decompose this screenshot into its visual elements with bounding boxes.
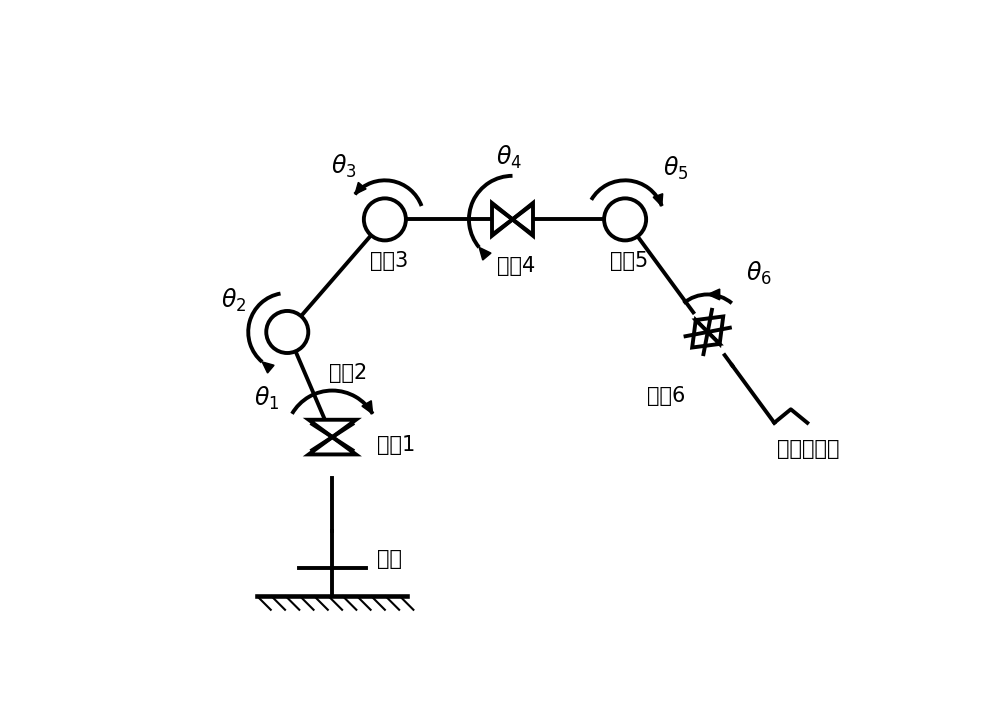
Text: 关表2: 关表2: [329, 363, 367, 383]
Text: $\theta_6$: $\theta_6$: [746, 260, 772, 287]
Polygon shape: [696, 317, 723, 344]
Polygon shape: [708, 289, 720, 300]
Text: 关表1: 关表1: [377, 435, 416, 455]
Circle shape: [604, 199, 646, 240]
Polygon shape: [492, 203, 512, 236]
Text: $\theta_1$: $\theta_1$: [254, 385, 279, 411]
Polygon shape: [355, 183, 366, 194]
Circle shape: [364, 199, 406, 240]
Polygon shape: [479, 247, 491, 260]
Polygon shape: [309, 437, 356, 454]
Polygon shape: [512, 203, 533, 236]
Text: 关表6: 关表6: [647, 386, 686, 406]
Text: $\theta_2$: $\theta_2$: [221, 287, 246, 314]
Polygon shape: [653, 194, 663, 206]
Text: 基座: 基座: [377, 549, 402, 569]
Polygon shape: [692, 320, 720, 347]
Text: 末端执行器: 末端执行器: [777, 439, 839, 459]
Text: $\theta_4$: $\theta_4$: [496, 144, 522, 171]
Text: 关表4: 关表4: [497, 256, 535, 276]
Text: $\theta_5$: $\theta_5$: [663, 154, 689, 182]
Text: 关表5: 关表5: [610, 251, 648, 271]
Polygon shape: [262, 362, 274, 373]
Text: 关表3: 关表3: [370, 251, 408, 271]
Text: $\theta_3$: $\theta_3$: [331, 153, 356, 180]
Polygon shape: [362, 401, 373, 413]
Circle shape: [266, 311, 308, 353]
Polygon shape: [309, 420, 356, 437]
